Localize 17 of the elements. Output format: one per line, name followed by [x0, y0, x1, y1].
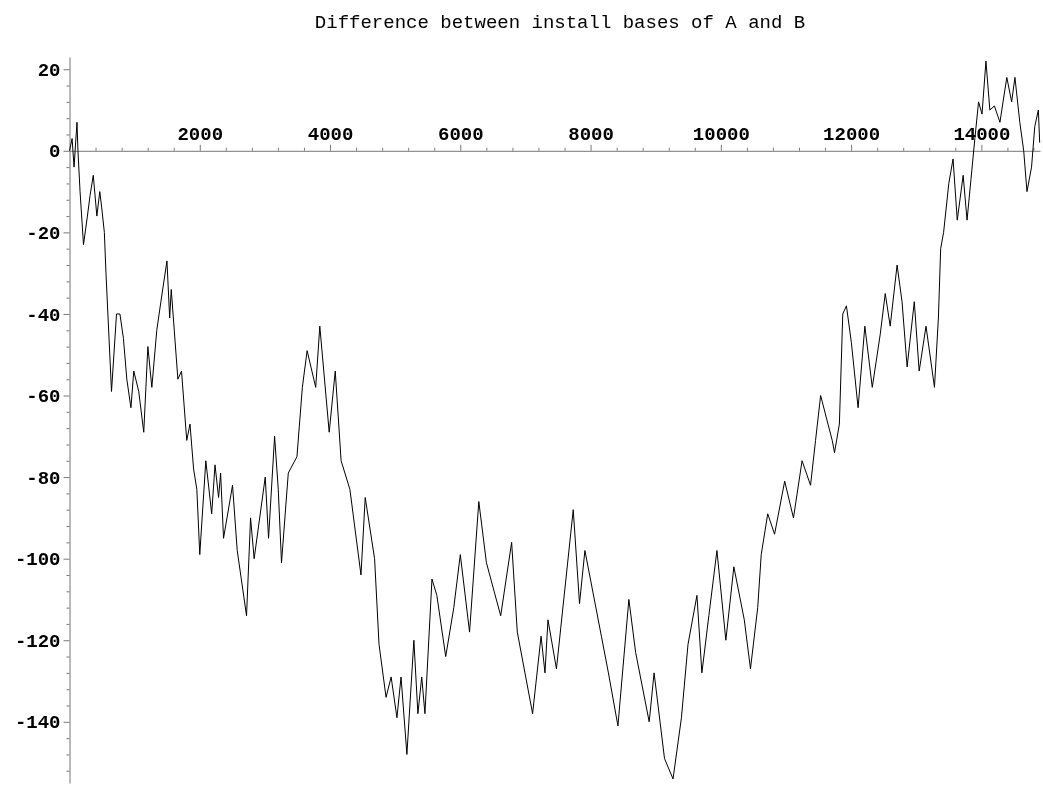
y-tick-label: -60 — [26, 386, 61, 409]
chart-title: Difference between install bases of A and B — [314, 12, 806, 34]
x-tick-label: 10000 — [692, 123, 750, 146]
y-tick-label: 0 — [49, 141, 61, 164]
x-tick-label: 8000 — [568, 123, 614, 146]
x-tick-label: 12000 — [823, 123, 881, 146]
y-tick-label: -80 — [26, 467, 61, 490]
x-tick-label: 4000 — [307, 123, 354, 146]
x-tick-label: 14000 — [953, 123, 1011, 146]
y-tick-label: -100 — [14, 549, 61, 572]
y-tick-label: -140 — [14, 712, 61, 735]
x-tick-label: 2000 — [177, 123, 224, 146]
x-tick-label: 6000 — [438, 123, 484, 146]
y-tick-label: -40 — [26, 304, 61, 327]
y-tick-label: 20 — [37, 59, 61, 82]
y-tick-label: -120 — [14, 630, 61, 653]
y-tick-label: -20 — [26, 222, 61, 245]
